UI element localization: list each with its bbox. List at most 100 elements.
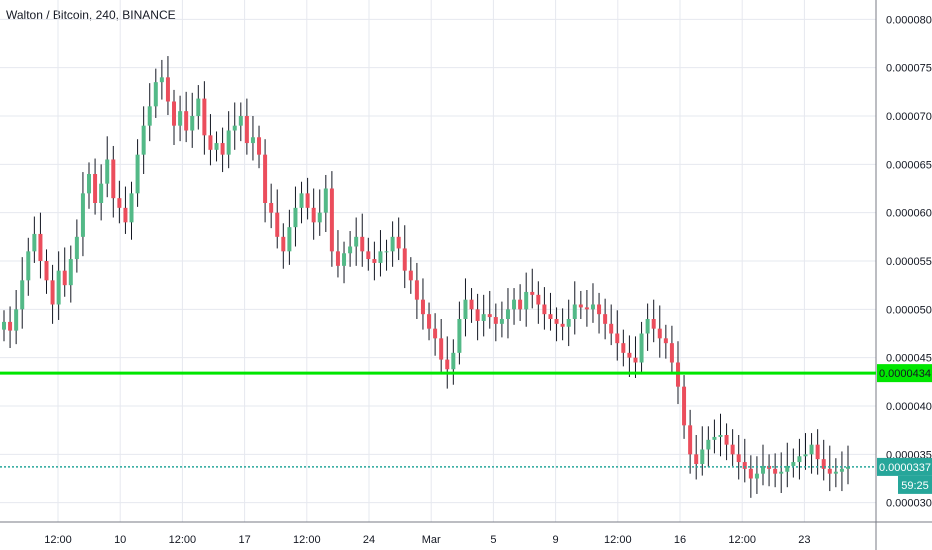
- candle-body: [348, 246, 353, 254]
- candle-body: [463, 299, 468, 319]
- candle-body: [590, 304, 595, 310]
- candle-body: [736, 454, 741, 463]
- candle-body: [165, 77, 170, 102]
- candle-body: [669, 343, 674, 363]
- candle-body: [147, 106, 152, 126]
- candle-body: [238, 116, 243, 126]
- candle-body: [360, 236, 365, 252]
- candle-body: [184, 111, 189, 131]
- candle-body: [275, 212, 280, 237]
- x-tick-label: 12:00: [728, 534, 756, 546]
- candle-body: [730, 444, 735, 455]
- candle-body: [724, 435, 729, 445]
- candle-body: [682, 386, 687, 426]
- candle-body: [208, 135, 213, 150]
- candle-body: [560, 323, 565, 327]
- candle-body: [584, 307, 589, 310]
- candle-body: [627, 352, 632, 358]
- candle-body: [384, 251, 389, 253]
- candle-body: [299, 193, 304, 208]
- candle-body: [68, 259, 73, 286]
- candle-body: [74, 236, 79, 260]
- x-tick-label: 10: [114, 534, 126, 546]
- candle-body: [603, 314, 608, 324]
- candle-body: [512, 299, 517, 310]
- countdown-tag: [898, 475, 932, 494]
- candle-body: [524, 291, 529, 310]
- candle-body: [433, 328, 438, 339]
- y-tick-label: 0.0000800: [886, 14, 932, 26]
- candle-body: [129, 193, 134, 223]
- candle-body: [293, 207, 298, 228]
- candle-body: [760, 465, 765, 474]
- candle-body: [839, 468, 844, 472]
- candle-body: [178, 111, 183, 126]
- candle-body: [335, 251, 340, 266]
- candle-body: [111, 159, 116, 199]
- candle-body: [117, 198, 122, 208]
- candle-body: [202, 98, 207, 136]
- candle-body: [342, 253, 347, 266]
- candle-body: [536, 294, 541, 305]
- candle-body: [499, 319, 504, 324]
- candle-body: [420, 299, 425, 315]
- candle-body: [226, 130, 231, 155]
- candle-body: [475, 309, 480, 321]
- support-price-label: 0.0000434: [879, 368, 931, 380]
- candle-body: [615, 333, 620, 344]
- candle-body: [44, 261, 49, 281]
- candle-body: [578, 304, 583, 308]
- candle-body: [718, 435, 723, 437]
- candle-body: [548, 314, 553, 319]
- candle-body: [572, 304, 577, 319]
- candle-body: [633, 357, 638, 363]
- candle-body: [554, 319, 559, 324]
- x-tick-label: 9: [553, 534, 559, 546]
- candle-body: [62, 270, 67, 286]
- candle-body: [754, 473, 759, 479]
- candle-body: [50, 280, 55, 305]
- candle-body: [481, 314, 486, 321]
- support-price-tag: [877, 364, 932, 383]
- candle-body: [123, 207, 128, 223]
- candle-body: [700, 449, 705, 464]
- candle-body: [269, 203, 274, 213]
- candle-body: [809, 444, 814, 455]
- x-tick-label: 12:00: [44, 534, 72, 546]
- x-tick-label: 16: [674, 534, 686, 546]
- candle-body: [748, 468, 753, 479]
- candle-body: [378, 251, 383, 263]
- candle-body: [56, 270, 61, 305]
- candle-body: [323, 188, 328, 213]
- x-tick-label: Mar: [422, 534, 441, 546]
- candle-body: [141, 125, 146, 155]
- candle-body: [742, 462, 747, 469]
- candle-body: [317, 212, 322, 223]
- candle-body: [846, 466, 850, 469]
- candle-body: [366, 251, 371, 260]
- candle-body: [396, 236, 401, 249]
- countdown-label: 59:25: [901, 480, 929, 492]
- candle-body: [645, 319, 650, 334]
- candle-body: [281, 236, 286, 252]
- candle-body: [105, 159, 110, 184]
- candle-body: [657, 328, 662, 339]
- candle-body: [663, 338, 668, 344]
- candle-body: [32, 233, 37, 252]
- candle-body: [821, 459, 826, 469]
- candle-body: [372, 259, 377, 263]
- candle-body: [651, 319, 656, 329]
- candle-body: [232, 125, 237, 131]
- candle-body: [621, 343, 626, 353]
- candle-body: [408, 270, 413, 281]
- candle-body: [263, 154, 268, 203]
- candle-body: [427, 314, 432, 329]
- candle-body: [785, 465, 790, 472]
- candle-body: [172, 101, 177, 126]
- candle-body: [2, 321, 6, 330]
- candle-body: [311, 207, 316, 223]
- candle-body: [390, 236, 395, 252]
